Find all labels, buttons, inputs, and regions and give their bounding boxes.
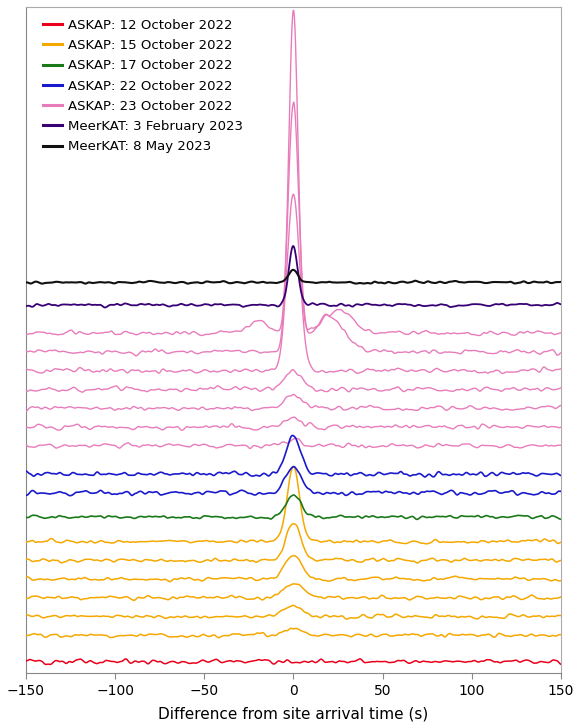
Legend: ASKAP: 12 October 2022, ASKAP: 15 October 2022, ASKAP: 17 October 2022, ASKAP: 2: ASKAP: 12 October 2022, ASKAP: 15 Octobe…	[38, 14, 249, 159]
X-axis label: Difference from site arrival time (s): Difference from site arrival time (s)	[158, 706, 429, 721]
